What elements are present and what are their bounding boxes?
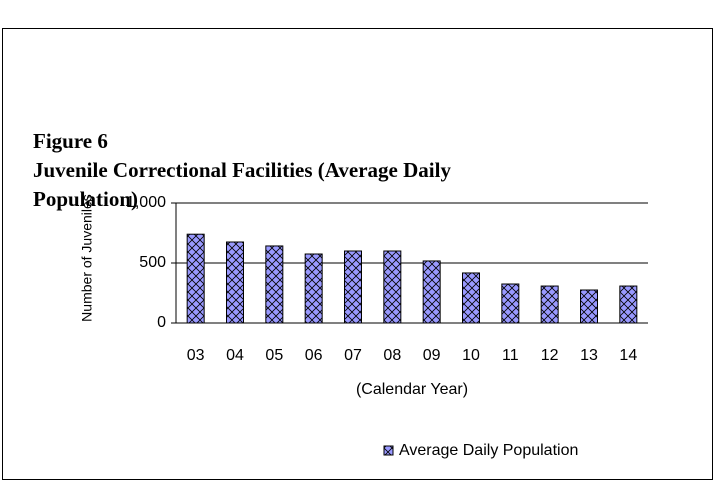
chart-title: Figure 6 — [33, 129, 108, 153]
x-axis-label: (Calendar Year) — [356, 381, 468, 398]
titles: Figure 6 Juvenile Correctional Facilitie… — [33, 127, 513, 214]
bar — [462, 272, 480, 324]
frame — [2, 28, 713, 480]
bar — [344, 250, 362, 324]
x-tick-label: 10 — [462, 347, 480, 364]
x-tick-label: 12 — [541, 347, 559, 364]
bar — [186, 233, 205, 324]
x-tick-label: 13 — [580, 347, 598, 364]
bar — [580, 289, 598, 324]
x-tick-label: 05 — [265, 347, 283, 364]
x-tick-label: 06 — [305, 347, 323, 364]
legend-swatch — [383, 445, 394, 456]
x-tick-label: 14 — [619, 347, 637, 364]
bar — [422, 260, 441, 324]
bar — [226, 241, 244, 324]
bar — [383, 250, 402, 324]
x-tick-label: 11 — [502, 347, 519, 364]
y-tick-label: 500 — [139, 254, 166, 271]
y-tick-label: 0 — [157, 314, 166, 331]
bar — [501, 283, 520, 324]
x-tick-label: 09 — [423, 347, 441, 364]
legend-label: Average Daily Population — [399, 442, 578, 459]
y-axis-label: Number of Juveniles — [79, 194, 95, 322]
x-tick-label: 07 — [344, 347, 362, 364]
bar — [304, 253, 323, 324]
y-tick-label: 1,000 — [126, 194, 166, 211]
x-tick-label: 04 — [226, 347, 244, 364]
x-tick-label: 03 — [187, 347, 205, 364]
chart-subtitle: Juvenile Correctional Facilities (Averag… — [33, 158, 451, 211]
bar — [540, 285, 559, 324]
bar — [619, 285, 638, 324]
bar — [265, 245, 284, 324]
x-tick-label: 08 — [383, 347, 401, 364]
